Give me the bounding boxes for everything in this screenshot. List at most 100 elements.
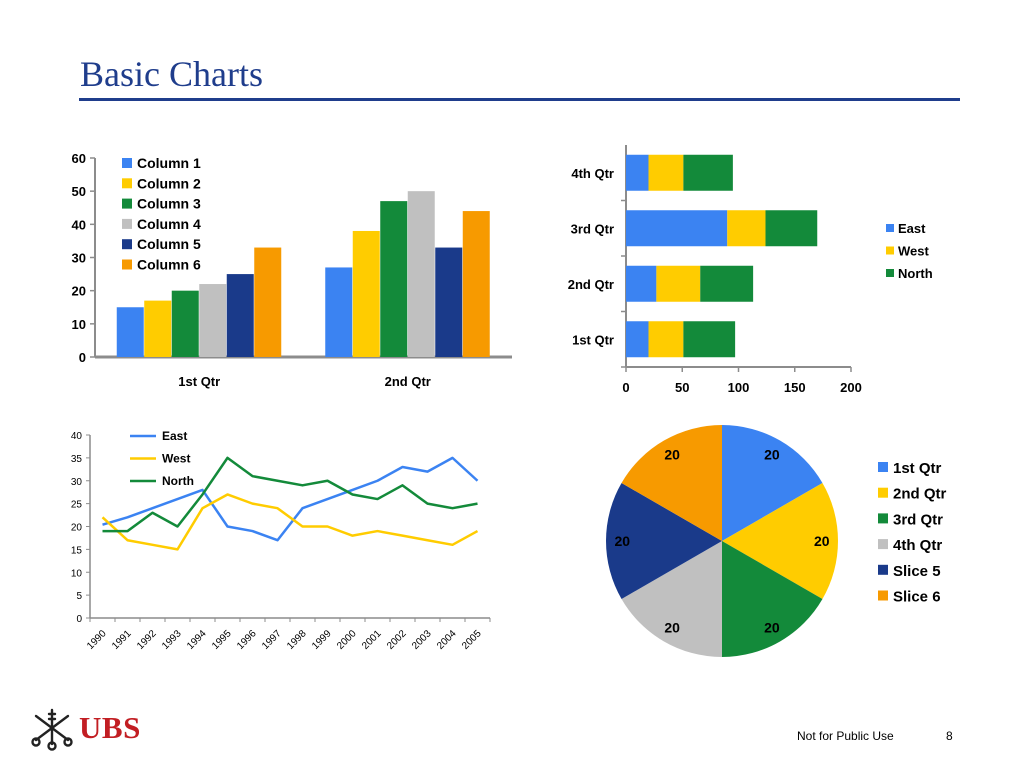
legend-swatch xyxy=(886,269,894,277)
y-tick-label: 60 xyxy=(72,151,86,166)
data-label: 20 xyxy=(664,619,680,635)
legend-swatch xyxy=(878,513,888,524)
bar-segment xyxy=(727,210,766,247)
pie-slice xyxy=(722,541,823,657)
series-line xyxy=(102,456,478,533)
x-tick-label: 1995 xyxy=(210,628,234,652)
legend-swatch xyxy=(878,487,888,498)
data-label: 20 xyxy=(814,533,830,549)
y-tick-label: 15 xyxy=(71,545,83,556)
x-tick-label: 2nd Qtr xyxy=(385,374,431,389)
column-chart: 0 10 20 30 40 50 60 1st Qtr 2nd Qtr Column 1 Colum… xyxy=(72,151,512,389)
legend-label: Slice 6 xyxy=(893,589,941,606)
legend-label: 2nd Qtr xyxy=(893,486,946,503)
legend-swatch xyxy=(878,564,888,575)
slide-title: Basic Charts xyxy=(80,54,263,94)
bar-segment xyxy=(626,210,728,247)
bar xyxy=(116,307,144,357)
bar-segment xyxy=(683,154,733,191)
legend-label: Slice 5 xyxy=(893,563,941,580)
pie-slice xyxy=(606,483,722,599)
pie-slice xyxy=(722,483,838,599)
bar xyxy=(352,230,380,357)
x-tick-label: 1994 xyxy=(185,628,209,652)
series-line xyxy=(102,456,479,542)
legend-swatch xyxy=(878,539,888,550)
pie-slice xyxy=(621,541,722,657)
bar-segment xyxy=(626,321,649,358)
legend-label: Column 4 xyxy=(137,216,201,232)
legend-label: 3rd Qtr xyxy=(893,511,943,528)
bar xyxy=(407,191,435,357)
bar-segment xyxy=(648,321,684,358)
bar xyxy=(380,201,408,357)
series-line xyxy=(101,493,479,551)
footer-note: Not for Public Use xyxy=(797,729,894,743)
x-tick-label: 1993 xyxy=(160,628,184,652)
x-tick-label: 1990 xyxy=(85,628,109,652)
data-label: 20 xyxy=(614,533,630,549)
y-tick-label: 30 xyxy=(72,251,86,266)
y-tick-label: 0 xyxy=(79,350,86,365)
y-tick-label: 1st Qtr xyxy=(572,332,614,347)
bar-segment xyxy=(683,321,736,358)
y-tick-label: 25 xyxy=(71,500,83,511)
x-tick-label: 2005 xyxy=(460,628,484,652)
bar-segment xyxy=(656,265,701,302)
y-tick-label: 0 xyxy=(76,614,82,625)
bar xyxy=(325,267,353,357)
legend-swatch xyxy=(122,178,132,189)
legend-label: Column 1 xyxy=(137,155,201,171)
legend-swatch xyxy=(122,198,132,209)
x-tick-label: 1st Qtr xyxy=(178,374,220,389)
bar xyxy=(171,290,199,357)
bar-segment xyxy=(626,154,649,191)
y-tick-label: 10 xyxy=(71,568,83,579)
y-tick-label: 3rd Qtr xyxy=(571,221,614,236)
legend-swatch xyxy=(122,218,132,229)
legend-swatch xyxy=(122,239,132,250)
y-tick-label: 2nd Qtr xyxy=(568,277,614,292)
legend-label: Column 5 xyxy=(137,236,201,252)
bar-segment xyxy=(626,265,657,302)
x-tick-label: 1997 xyxy=(260,628,284,652)
y-tick-label: 30 xyxy=(71,477,83,488)
bar-segment xyxy=(648,154,684,191)
y-tick-label: 50 xyxy=(72,184,86,199)
bar-segment xyxy=(700,265,754,302)
x-tick-label: 1991 xyxy=(110,628,134,652)
x-tick-label: 150 xyxy=(784,380,806,395)
y-tick-label: 40 xyxy=(71,431,83,442)
legend-label: North xyxy=(898,266,933,281)
bar xyxy=(435,247,463,357)
x-tick-label: 2000 xyxy=(335,628,359,652)
data-label: 20 xyxy=(764,447,780,463)
legend-label: North xyxy=(162,474,194,488)
x-tick-label: 2002 xyxy=(385,628,409,652)
x-tick-label: 2004 xyxy=(435,628,459,652)
x-tick-label: 1998 xyxy=(285,628,309,652)
data-label: 20 xyxy=(664,447,680,463)
legend-label: Column 2 xyxy=(137,175,201,191)
legend-label: East xyxy=(162,429,187,443)
y-tick-label: 35 xyxy=(71,454,83,465)
ubs-keys-logo xyxy=(31,708,73,751)
legend-swatch xyxy=(122,158,132,168)
legend-swatch xyxy=(878,462,888,472)
legend-swatch xyxy=(122,259,132,270)
pie-slice xyxy=(621,425,722,541)
x-tick-label: 50 xyxy=(675,380,689,395)
bar-segment xyxy=(765,210,818,247)
x-tick-label: 1999 xyxy=(310,628,334,652)
legend-swatch xyxy=(886,224,894,232)
bar xyxy=(144,300,172,357)
bar xyxy=(199,284,227,357)
bar xyxy=(254,247,282,357)
y-tick-label: 10 xyxy=(72,317,86,332)
pie-slice xyxy=(722,425,823,541)
x-tick-label: 1996 xyxy=(235,628,259,652)
legend-label: Column 3 xyxy=(137,196,201,212)
y-tick-label: 20 xyxy=(72,284,86,299)
x-tick-label: 1992 xyxy=(135,628,159,652)
y-tick-label: 4th Qtr xyxy=(571,166,614,181)
